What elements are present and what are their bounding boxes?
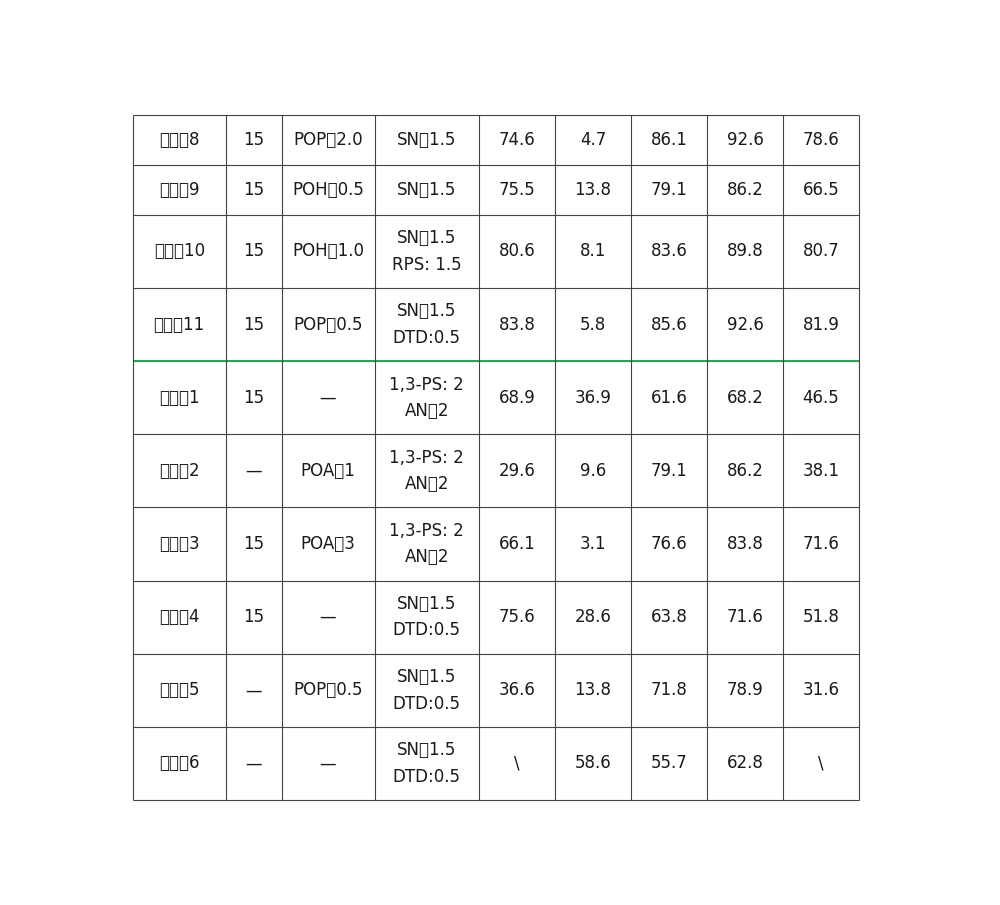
Text: AN：2: AN：2 [405,548,449,567]
Text: \: \ [514,755,520,773]
Text: 29.6: 29.6 [499,462,536,480]
Text: 71.6: 71.6 [727,608,763,626]
Text: \: \ [818,755,824,773]
Text: 51.8: 51.8 [803,608,839,626]
Text: 80.7: 80.7 [803,243,839,261]
Text: 71.6: 71.6 [803,535,839,553]
Text: 36.9: 36.9 [575,389,612,406]
Text: POP：2.0: POP：2.0 [293,131,363,148]
Text: POA：3: POA：3 [301,535,355,553]
Text: 85.6: 85.6 [651,316,687,334]
Text: 8.1: 8.1 [580,243,606,261]
Text: SN：1.5: SN：1.5 [397,181,457,199]
Text: 15: 15 [243,316,264,334]
Text: 83.8: 83.8 [499,316,536,334]
Text: POH：1.0: POH：1.0 [292,243,364,261]
Text: DTD:0.5: DTD:0.5 [393,694,461,712]
Text: 对比例4: 对比例4 [159,608,200,626]
Text: —: — [320,755,336,773]
Text: 15: 15 [243,608,264,626]
Text: DTD:0.5: DTD:0.5 [393,767,461,786]
Text: 79.1: 79.1 [651,462,687,480]
Text: 15: 15 [243,535,264,553]
Text: 68.2: 68.2 [727,389,763,406]
Text: 对比例5: 对比例5 [159,681,200,700]
Text: 15: 15 [243,131,264,148]
Text: 1,3-PS: 2: 1,3-PS: 2 [389,522,464,540]
Text: 79.1: 79.1 [651,181,687,199]
Text: 15: 15 [243,243,264,261]
Text: 实施例10: 实施例10 [154,243,205,261]
Text: AN：2: AN：2 [405,475,449,493]
Text: 1,3-PS: 2: 1,3-PS: 2 [389,449,464,467]
Text: 对比例1: 对比例1 [159,389,200,406]
Text: —: — [320,608,336,626]
Text: 15: 15 [243,389,264,406]
Text: 62.8: 62.8 [727,755,763,773]
Text: —: — [245,755,262,773]
Text: 9.6: 9.6 [580,462,606,480]
Text: 78.9: 78.9 [727,681,763,700]
Text: 76.6: 76.6 [651,535,687,553]
Text: 15: 15 [243,181,264,199]
Text: SN：1.5: SN：1.5 [397,131,457,148]
Text: 28.6: 28.6 [575,608,612,626]
Text: —: — [320,389,336,406]
Text: 对比例2: 对比例2 [159,462,200,480]
Text: 68.9: 68.9 [499,389,536,406]
Text: DTD:0.5: DTD:0.5 [393,329,461,347]
Text: 74.6: 74.6 [499,131,536,148]
Text: 实施例11: 实施例11 [154,316,205,334]
Text: SN：1.5: SN：1.5 [397,741,457,759]
Text: 38.1: 38.1 [802,462,839,480]
Text: 75.5: 75.5 [499,181,536,199]
Text: 5.8: 5.8 [580,316,606,334]
Text: RPS: 1.5: RPS: 1.5 [392,255,462,273]
Text: 13.8: 13.8 [575,681,612,700]
Text: 86.2: 86.2 [727,181,763,199]
Text: 92.6: 92.6 [727,131,763,148]
Text: 89.8: 89.8 [727,243,763,261]
Text: 81.9: 81.9 [803,316,839,334]
Text: 78.6: 78.6 [803,131,839,148]
Text: 31.6: 31.6 [802,681,839,700]
Text: POP：0.5: POP：0.5 [293,316,363,334]
Text: 36.6: 36.6 [499,681,536,700]
Text: —: — [245,462,262,480]
Text: AN：2: AN：2 [405,402,449,420]
Text: 61.6: 61.6 [651,389,687,406]
Text: 63.8: 63.8 [651,608,687,626]
Text: DTD:0.5: DTD:0.5 [393,622,461,639]
Text: 1,3-PS: 2: 1,3-PS: 2 [389,376,464,394]
Text: 71.8: 71.8 [651,681,687,700]
Text: SN：1.5: SN：1.5 [397,668,457,686]
Text: 13.8: 13.8 [575,181,612,199]
Text: 83.8: 83.8 [727,535,763,553]
Text: POH：0.5: POH：0.5 [292,181,364,199]
Text: 4.7: 4.7 [580,131,606,148]
Text: 实施例9: 实施例9 [159,181,200,199]
Text: 75.6: 75.6 [499,608,536,626]
Text: —: — [245,681,262,700]
Text: 86.2: 86.2 [727,462,763,480]
Text: 对比例3: 对比例3 [159,535,200,553]
Text: 66.5: 66.5 [803,181,839,199]
Text: 对比例6: 对比例6 [159,755,200,773]
Text: 83.6: 83.6 [651,243,687,261]
Text: SN：1.5: SN：1.5 [397,302,457,320]
Text: 86.1: 86.1 [651,131,687,148]
Text: 46.5: 46.5 [803,389,839,406]
Text: 实施例8: 实施例8 [159,131,200,148]
Text: 58.6: 58.6 [575,755,611,773]
Text: POP：0.5: POP：0.5 [293,681,363,700]
Text: POA：1: POA：1 [301,462,355,480]
Text: 92.6: 92.6 [727,316,763,334]
Text: SN：1.5: SN：1.5 [397,229,457,247]
Text: 3.1: 3.1 [580,535,606,553]
Text: 55.7: 55.7 [651,755,687,773]
Text: SN：1.5: SN：1.5 [397,595,457,613]
Text: 80.6: 80.6 [499,243,536,261]
Text: 66.1: 66.1 [499,535,536,553]
